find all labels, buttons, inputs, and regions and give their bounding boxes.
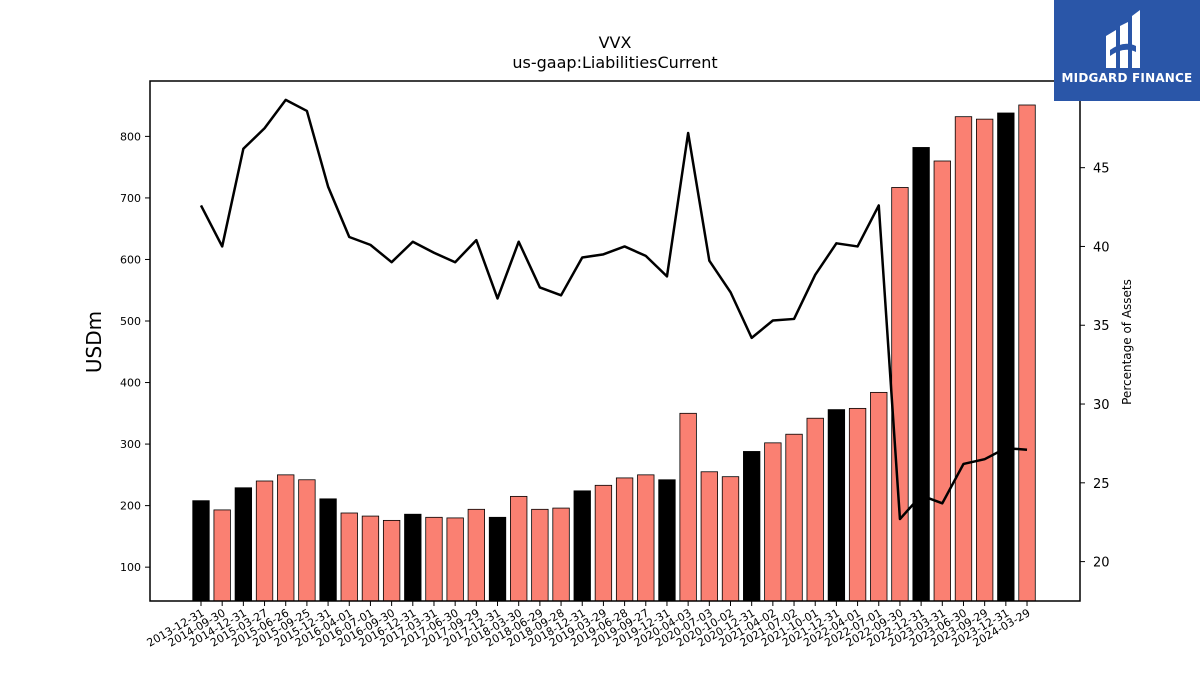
y2-tick-label: 20 [1093,556,1110,571]
bar [488,516,507,602]
bar [213,509,231,602]
bar [997,112,1015,602]
bar [870,391,888,602]
y2-axis-label: Percentage of Assets [1120,279,1134,405]
y2-tick-label: 45 [1093,162,1110,177]
bar [573,490,591,602]
bar [637,474,655,602]
bar [891,187,909,602]
bar [277,474,295,602]
bar [531,508,549,602]
plot-frame [149,80,1081,602]
y-tick-label: 200 [120,500,141,513]
y-tick-label: 600 [120,253,141,266]
bar [679,412,697,602]
y-tick-label: 800 [120,130,141,143]
bar [404,513,422,602]
line-path [199,98,1028,521]
bar [255,480,274,602]
y-tick-label: 300 [120,438,141,451]
brand-logo: MIDGARD FINANCE [1054,0,1200,101]
y2-tick-label: 40 [1093,240,1110,255]
bar [806,417,824,602]
bar [1018,104,1036,602]
bar [976,118,994,602]
y-tick-label: 700 [120,192,141,205]
bar [764,442,782,602]
line-series [199,98,1028,521]
bar [510,495,528,602]
y-tick-label: 100 [120,561,141,574]
bar [361,515,380,602]
chart-subtitle: us-gaap:LiabilitiesCurrent [512,53,717,72]
bar [700,471,718,602]
chart-title: VVX [599,33,632,52]
bar [721,476,740,602]
bar [234,487,253,602]
bar-series [192,104,1036,602]
bar [425,516,443,602]
bar [552,507,570,602]
bar [743,451,761,602]
bar [785,433,803,602]
bar [933,160,951,602]
midgard-logo-icon [1106,10,1140,68]
brand-name: MIDGARD FINANCE [1061,71,1193,85]
bar [954,116,973,602]
y2-tick-label: 35 [1093,319,1110,334]
bar [446,517,464,602]
bar [594,484,613,602]
bar [340,512,358,602]
y-tick-label: 400 [120,377,141,390]
bar [615,477,634,602]
bar [298,479,316,602]
bar [467,508,485,602]
y2-tick-label: 25 [1093,477,1110,492]
bar [658,479,676,602]
bar [848,407,867,602]
axes: 1002003004005006007008002025303540452013… [120,80,1110,650]
y2-tick-label: 30 [1093,398,1110,413]
bar [912,147,930,602]
y-axis-label: USDm [82,311,106,373]
bar [382,519,401,602]
bar [319,498,337,602]
y-tick-label: 500 [120,315,141,328]
bar [827,409,846,602]
bar [192,500,210,602]
